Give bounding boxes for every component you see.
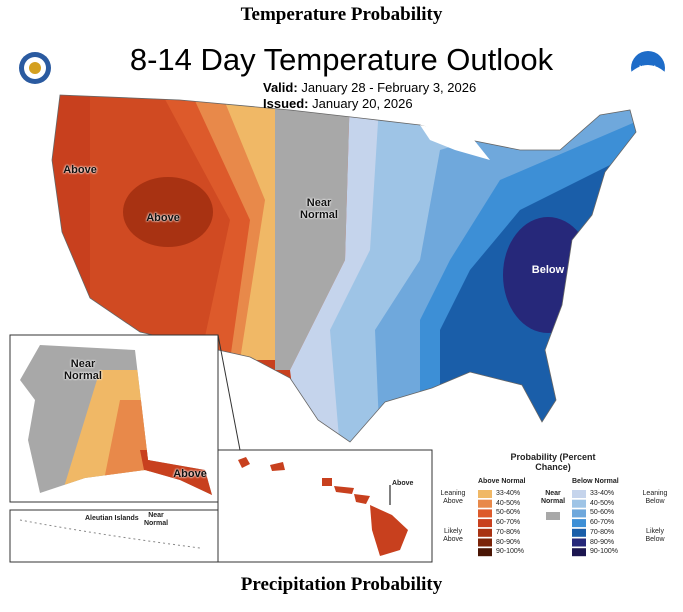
legend-swatch bbox=[572, 528, 586, 537]
map-label: Above bbox=[146, 212, 180, 224]
legend-swatch bbox=[478, 528, 492, 537]
map-label: Above bbox=[63, 164, 97, 176]
legend-swatch bbox=[478, 548, 492, 557]
legend-bin: 70-80% bbox=[496, 528, 521, 536]
map-label: Below bbox=[531, 264, 565, 276]
legend-swatch bbox=[572, 519, 586, 528]
legend-swatch bbox=[478, 519, 492, 528]
issued-label: Issued: bbox=[263, 96, 309, 111]
legend-swatch bbox=[546, 512, 560, 520]
map-label: Near Normal bbox=[143, 512, 169, 527]
valid-label: Valid: bbox=[263, 80, 298, 95]
legend-heading: Below Normal bbox=[572, 478, 619, 485]
legend-title: Probability (Percent Chance) bbox=[510, 452, 596, 472]
map-label: Near Normal bbox=[300, 197, 338, 221]
legend-bin: 90-100% bbox=[590, 548, 619, 556]
legend-bin: 90-100% bbox=[496, 548, 525, 556]
legend-swatch bbox=[478, 490, 492, 498]
legend-group: Leaning Above bbox=[440, 490, 466, 505]
legend-near: Near Normal bbox=[540, 490, 566, 505]
legend-swatch bbox=[572, 509, 586, 518]
legend-swatch bbox=[572, 538, 586, 547]
page-title: Temperature Probability bbox=[240, 4, 443, 25]
legend-bin: 70-80% bbox=[590, 528, 615, 536]
legend-group: Likely Below bbox=[645, 528, 665, 543]
map-label: Above bbox=[392, 480, 414, 487]
legend-swatch bbox=[478, 509, 492, 518]
legend-swatch bbox=[572, 499, 586, 508]
legend-bin: 33-40% bbox=[590, 490, 615, 497]
legend-bin: 40-50% bbox=[590, 499, 615, 507]
legend-bin: 50-60% bbox=[496, 509, 521, 517]
legend-bin: 80-90% bbox=[590, 538, 615, 546]
map-label: Aleutian Islands bbox=[85, 515, 139, 522]
legend-bin: 60-70% bbox=[496, 519, 521, 527]
legend-bin: 50-60% bbox=[590, 509, 615, 517]
legend-swatch bbox=[478, 538, 492, 547]
legend-bin: 40-50% bbox=[496, 499, 521, 507]
legend-heading: Above Normal bbox=[478, 478, 526, 485]
legend-bin: 60-70% bbox=[590, 519, 615, 527]
noaa-logo: NOAA bbox=[639, 66, 657, 72]
map-title: 8-14 Day Temperature Outlook bbox=[129, 42, 554, 77]
valid-dates: January 28 - February 3, 2026 bbox=[301, 80, 477, 95]
legend-group: Leaning Below bbox=[642, 490, 668, 505]
legend-bin: 33-40% bbox=[496, 490, 521, 497]
legend-swatch bbox=[572, 548, 586, 557]
legend-swatch bbox=[572, 490, 586, 498]
map-label: Above bbox=[173, 468, 207, 480]
legend-group: Likely Above bbox=[443, 528, 463, 543]
footer-title: Precipitation Probability bbox=[240, 574, 443, 595]
legend-swatch bbox=[478, 499, 492, 508]
map-label: Near Normal bbox=[64, 358, 102, 382]
issued-date: January 20, 2026 bbox=[312, 96, 413, 111]
legend-bin: 80-90% bbox=[496, 538, 521, 546]
